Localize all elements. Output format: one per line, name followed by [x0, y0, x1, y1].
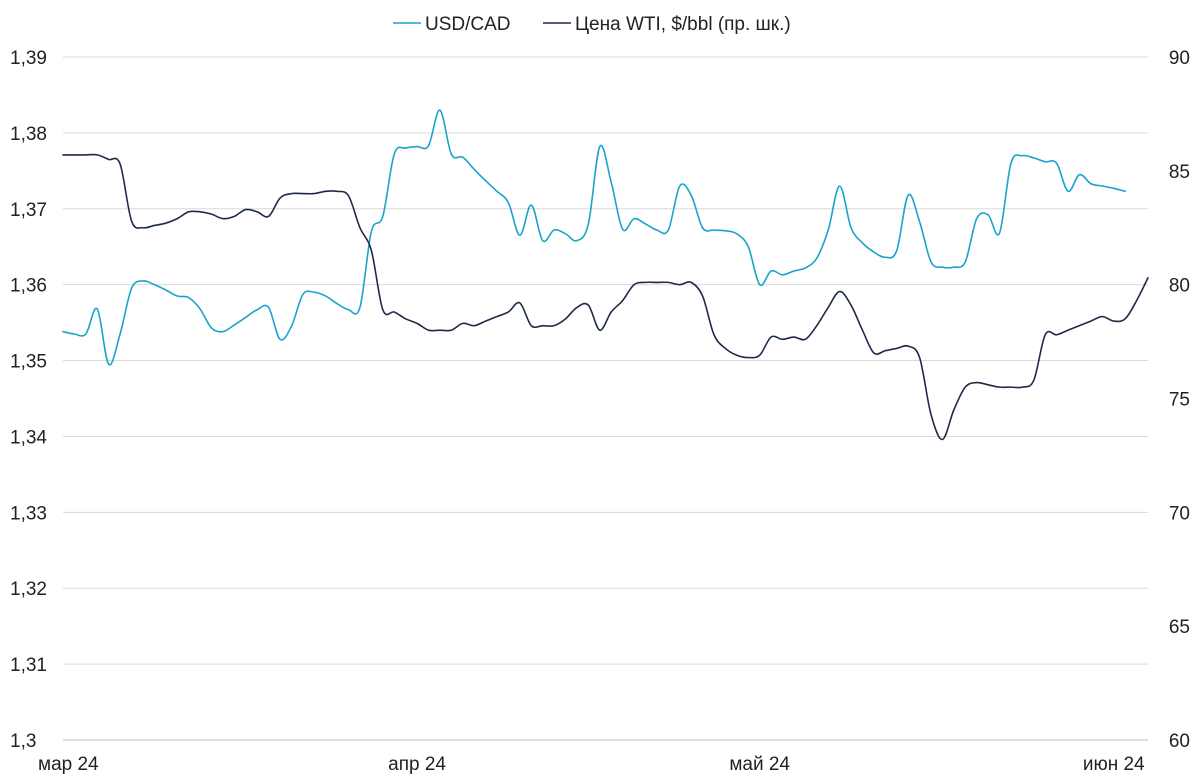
left-tick-label: 1,36: [10, 276, 47, 297]
right-tick-label: 65: [1169, 617, 1190, 638]
left-tick-label: 1,35: [10, 352, 47, 373]
left-axis-tick-labels: 1,3 1,31 1,32 1,33 1,34 1,35 1,36 1,37 1,38 1,39: [10, 48, 47, 752]
x-tick-label: май 24: [729, 754, 790, 775]
left-tick-label: 1,32: [10, 579, 47, 600]
series-lines: [62, 109, 1149, 441]
series-line-usdcad: [62, 109, 1126, 366]
right-tick-label: 60: [1169, 731, 1190, 752]
left-tick-label: 1,31: [10, 655, 47, 676]
right-axis-tick-labels: 60 65 70 75 80 85 90: [1169, 48, 1190, 752]
left-tick-label: 1,3: [10, 731, 36, 752]
x-tick-label: мар 24: [38, 754, 99, 775]
legend: USD/CAD Цена WTI, $/bbl (пр. шк.): [393, 14, 791, 35]
left-tick-label: 1,38: [10, 124, 47, 145]
series-line-wti: [62, 153, 1149, 441]
x-axis-tick-labels: мар 24 апр 24 май 24 июн 24: [38, 754, 1145, 775]
right-tick-label: 70: [1169, 503, 1190, 524]
right-tick-label: 90: [1169, 48, 1190, 69]
gridlines: [63, 56, 1148, 741]
left-tick-label: 1,39: [10, 48, 47, 69]
left-tick-label: 1,34: [10, 427, 47, 448]
legend-label-wti: Цена WTI, $/bbl (пр. шк.): [575, 14, 791, 35]
left-tick-label: 1,33: [10, 503, 47, 524]
left-tick-label: 1,37: [10, 200, 47, 221]
legend-label-usdcad: USD/CAD: [425, 14, 511, 35]
x-tick-label: июн 24: [1083, 754, 1145, 775]
right-tick-label: 80: [1169, 276, 1190, 297]
right-tick-label: 85: [1169, 162, 1190, 183]
x-tick-label: апр 24: [388, 754, 446, 775]
right-tick-label: 75: [1169, 390, 1190, 411]
